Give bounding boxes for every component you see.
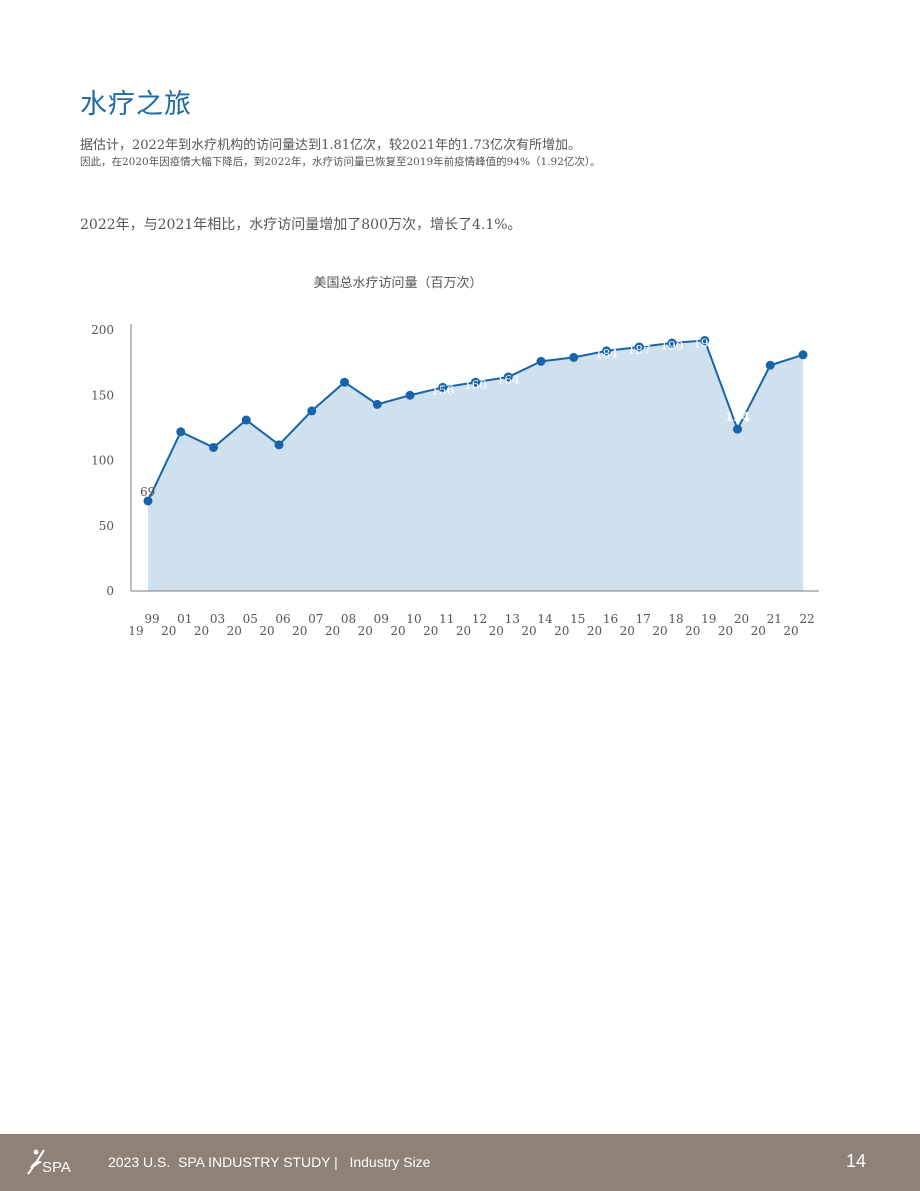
x-tick-label-century: 20	[783, 624, 798, 638]
x-tick-label-century: 20	[751, 624, 766, 638]
x-axis-ticks: 9919012003200520062007200820092010201120…	[128, 612, 814, 638]
data-point	[667, 338, 677, 348]
x-tick-label-century: 20	[652, 624, 667, 638]
data-label: 184	[595, 347, 618, 361]
y-tick-label: 0	[106, 584, 114, 598]
x-tick-label-century: 20	[587, 624, 602, 638]
y-axis-ticks: 0 50 100 150 200	[91, 323, 114, 598]
data-label: 160	[464, 378, 487, 392]
x-tick-label-year: 01	[177, 612, 192, 626]
x-tick-label-year: 20	[734, 612, 749, 626]
y-tick-label: 100	[91, 454, 114, 468]
data-label: 124	[725, 410, 750, 424]
data-point	[733, 424, 742, 434]
x-tick-label-century: 20	[292, 624, 307, 638]
axes-layer	[130, 324, 819, 592]
x-tick-label-century: 20	[227, 624, 242, 638]
y-tick-label: 150	[91, 388, 114, 402]
x-tick-label-year: 11	[439, 612, 454, 626]
data-point	[634, 342, 644, 352]
x-tick-label-year: 10	[406, 612, 421, 626]
data-point	[176, 427, 186, 437]
x-tick-label-year: 09	[374, 612, 389, 626]
x-tick-label-century: 20	[194, 624, 209, 638]
x-tick-label-year: 99	[144, 612, 159, 626]
data-labels-layer: 69 156 160 164 184 187 190 192 124	[140, 336, 750, 499]
data-point	[241, 415, 251, 425]
data-point	[503, 372, 513, 382]
x-tick-label-century: 20	[554, 624, 569, 638]
data-label: 190	[661, 339, 684, 353]
x-tick-label-year: 13	[505, 612, 520, 626]
recovery-paragraph: 因此，在2020年因疫情大幅下降后，到2022年，水疗访问量已恢复至2019年前…	[80, 156, 601, 168]
data-point	[471, 377, 480, 387]
data-point	[340, 377, 349, 387]
x-tick-label-year: 17	[636, 612, 651, 626]
data-point	[536, 356, 546, 366]
x-tick-label-century: 20	[358, 624, 373, 638]
data-point	[372, 399, 382, 409]
x-tick-label-year: 03	[210, 612, 225, 626]
x-tick-label-year: 22	[799, 612, 814, 626]
spa-logo-icon: SPA	[27, 1149, 71, 1176]
x-tick-label-year: 15	[570, 612, 585, 626]
x-tick-label-century: 20	[489, 624, 504, 638]
intro-paragraph: 据估计，2022年到水疗机构的访问量达到1.81亿次，较2021年的1.73亿次…	[80, 138, 582, 153]
data-label: 164	[497, 373, 520, 387]
footer-bar: SPA 2023 U.S. SPA INDUSTRY STUDY | Indus…	[0, 1134, 920, 1191]
x-tick-label-century: 20	[718, 624, 733, 638]
svg-text:SPA: SPA	[42, 1159, 71, 1176]
x-tick-label-year: 06	[275, 612, 290, 626]
data-label: 69	[140, 485, 155, 499]
y-tick-label: 200	[91, 323, 114, 337]
series-area	[148, 340, 803, 591]
data-label: 156	[431, 383, 454, 397]
page-number: 14	[845, 1151, 866, 1171]
data-label: 192	[693, 336, 716, 350]
x-tick-label-year: 16	[603, 612, 618, 626]
footer-study-title: 2023 U.S. SPA INDUSTRY STUDY | Industry …	[108, 1154, 431, 1170]
data-point	[143, 496, 153, 506]
x-tick-label-century: 20	[521, 624, 536, 638]
x-tick-label-year: 05	[243, 612, 258, 626]
x-tick-label-century: 20	[161, 624, 176, 638]
x-tick-label-century: 20	[620, 624, 635, 638]
page-title: 水疗之旅	[80, 89, 192, 120]
data-point	[307, 406, 317, 416]
x-tick-label-year: 18	[668, 612, 683, 626]
data-point	[602, 346, 611, 356]
x-tick-label-century: 20	[259, 624, 274, 638]
x-tick-label-year: 19	[701, 612, 716, 626]
data-point	[765, 360, 775, 370]
data-point	[274, 440, 284, 450]
data-point	[209, 442, 218, 452]
data-point	[405, 390, 415, 400]
x-tick-label-year: 08	[341, 612, 356, 626]
x-tick-label-century: 19	[128, 624, 143, 638]
growth-paragraph: 2022年，与2021年相比，水疗访问量增加了800万次，增长了4.1%。	[80, 217, 522, 233]
x-tick-label-year: 07	[308, 612, 323, 626]
x-tick-label-century: 20	[456, 624, 471, 638]
x-tick-label-year: 21	[767, 612, 782, 626]
data-label: 187	[628, 343, 651, 357]
x-tick-label-century: 20	[685, 624, 700, 638]
x-tick-label-year: 12	[472, 612, 487, 626]
y-tick-label: 50	[99, 519, 114, 533]
x-tick-label-century: 20	[423, 624, 438, 638]
data-point	[569, 352, 579, 362]
area-layer	[148, 340, 803, 591]
points-layer	[143, 335, 808, 506]
data-point	[798, 350, 808, 360]
x-tick-label-century: 20	[325, 624, 340, 638]
x-tick-label-century: 20	[390, 624, 405, 638]
x-tick-label-year: 14	[537, 612, 553, 626]
data-point	[438, 382, 448, 392]
chart-title: 美国总水疗访问量（百万次）	[313, 275, 482, 291]
data-point	[700, 335, 710, 345]
